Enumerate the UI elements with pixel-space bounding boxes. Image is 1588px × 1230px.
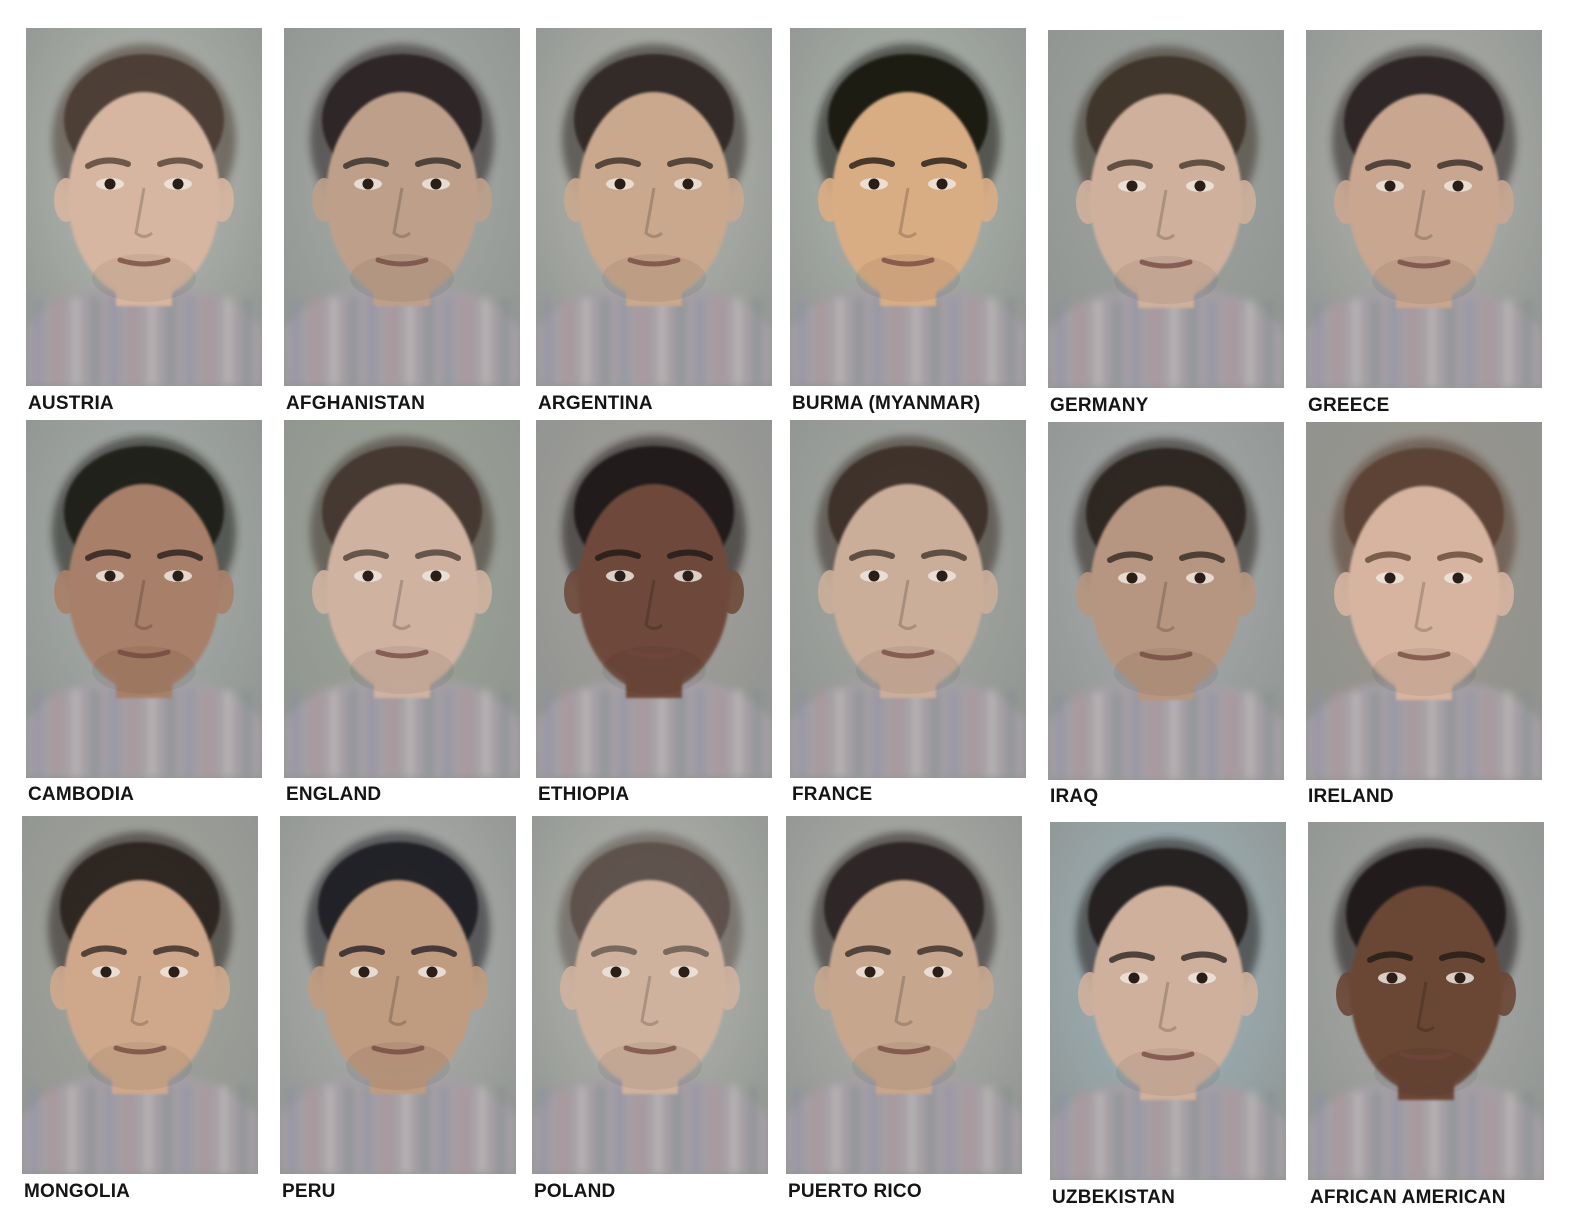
- composite-face-photo: [790, 420, 1026, 778]
- country-label-ireland: IRELAND: [1308, 786, 1394, 807]
- portrait-card-germany: GERMANY: [1048, 30, 1284, 431]
- composite-face-photo: [536, 28, 772, 386]
- country-label-peru: PERU: [282, 1181, 336, 1202]
- portrait-card-iraq: IRAQ: [1048, 422, 1284, 822]
- country-label-mongolia: MONGOLIA: [24, 1181, 131, 1202]
- portrait-card-uzbekistan: UZBEKISTAN: [1050, 822, 1286, 1223]
- country-label-uzbekistan: UZBEKISTAN: [1052, 1187, 1176, 1208]
- composite-face-photo: [786, 816, 1022, 1174]
- country-label-african-american: AFRICAN AMERICAN: [1310, 1187, 1506, 1208]
- portrait-card-ireland: IRELAND: [1306, 422, 1542, 822]
- country-label-afghanistan: AFGHANISTAN: [286, 393, 426, 414]
- portrait-card-ethiopia: ETHIOPIA: [536, 420, 772, 820]
- portrait-card-peru: PERU: [280, 816, 516, 1217]
- composite-face-photo: [532, 816, 768, 1174]
- composite-face-photo: [26, 420, 262, 778]
- composite-face-photo: [26, 28, 262, 386]
- portrait-card-puerto-rico: PUERTO RICO: [786, 816, 1022, 1217]
- composite-face-photo: [284, 28, 520, 386]
- portrait-card-argentina: ARGENTINA: [536, 28, 772, 429]
- composite-face-photo: [1306, 30, 1542, 388]
- portrait-card-france: FRANCE: [790, 420, 1026, 820]
- composite-face-photo: [536, 420, 772, 778]
- country-label-argentina: ARGENTINA: [538, 393, 653, 414]
- portrait-card-african-american: AFRICAN AMERICAN: [1308, 822, 1544, 1223]
- portrait-card-cambodia: CAMBODIA: [26, 420, 262, 820]
- portrait-card-england: ENGLAND: [284, 420, 520, 820]
- composite-face-photo: [1306, 422, 1542, 780]
- country-label-france: FRANCE: [792, 784, 873, 805]
- country-label-iraq: IRAQ: [1050, 786, 1099, 807]
- country-label-ethiopia: ETHIOPIA: [538, 784, 630, 805]
- country-label-cambodia: CAMBODIA: [28, 784, 135, 805]
- country-label-greece: GREECE: [1308, 395, 1390, 416]
- portrait-card-afghanistan: AFGHANISTAN: [284, 28, 520, 429]
- portrait-card-burma-myanmar: BURMA (MYANMAR): [790, 28, 1026, 429]
- portrait-card-mongolia: MONGOLIA: [22, 816, 258, 1217]
- portrait-card-greece: GREECE: [1306, 30, 1542, 431]
- composite-face-photo: [1048, 422, 1284, 780]
- composite-face-photo: [1050, 822, 1286, 1180]
- country-label-germany: GERMANY: [1050, 395, 1149, 416]
- country-label-puerto-rico: PUERTO RICO: [788, 1181, 922, 1202]
- composite-face-photo: [284, 420, 520, 778]
- country-label-poland: POLAND: [534, 1181, 616, 1202]
- country-label-burma-myanmar: BURMA (MYANMAR): [792, 393, 981, 414]
- composite-face-photo: [1048, 30, 1284, 388]
- portrait-card-poland: POLAND: [532, 816, 768, 1217]
- composite-face-photo: [280, 816, 516, 1174]
- country-label-austria: AUSTRIA: [28, 393, 114, 414]
- composite-face-photo: [790, 28, 1026, 386]
- composite-face-photo: [22, 816, 258, 1174]
- portrait-card-austria: AUSTRIA: [26, 28, 262, 429]
- composite-face-photo: [1308, 822, 1544, 1180]
- country-label-england: ENGLAND: [286, 784, 382, 805]
